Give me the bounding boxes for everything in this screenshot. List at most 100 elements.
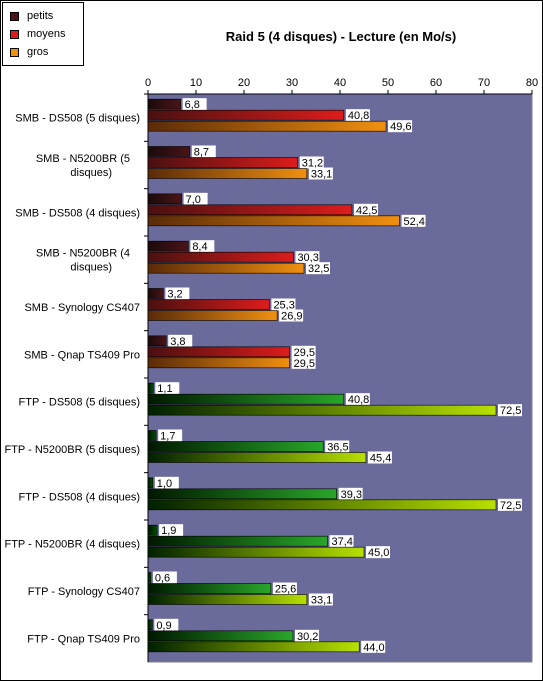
data-label-gros: 45,4 xyxy=(370,453,391,465)
legend-label-gros: gros xyxy=(27,46,49,58)
category-label: FTP - DS508 (5 disques) xyxy=(19,397,140,409)
data-label-bg xyxy=(308,593,333,606)
data-label-moyens: 40,8 xyxy=(348,110,369,122)
category-label: FTP - Synology CS407 xyxy=(28,586,140,598)
data-label-moyens: 29,5 xyxy=(294,347,315,359)
data-label-petits: 0,6 xyxy=(155,573,170,585)
category-label: SMB - DS508 (4 disques) xyxy=(15,207,140,219)
data-label-gros: 45,0 xyxy=(368,547,389,559)
data-label-bg xyxy=(191,145,216,158)
data-label-bg xyxy=(182,98,207,111)
data-label-bg xyxy=(279,309,304,322)
data-label-bg xyxy=(154,618,179,631)
bar-petits xyxy=(147,382,154,394)
legend-label-petits: petits xyxy=(27,10,54,22)
bar-moyens xyxy=(147,346,290,358)
data-label-petits: 0,9 xyxy=(156,620,171,632)
bar-petits xyxy=(147,477,154,489)
category-label: FTP - N5200BR (5 disques) xyxy=(4,444,140,456)
data-label-moyens: 25,6 xyxy=(275,584,296,596)
bar-gros xyxy=(147,357,290,369)
data-label-petits: 8,4 xyxy=(192,241,207,253)
bar-moyens xyxy=(147,583,272,594)
data-label-bg xyxy=(345,109,370,122)
data-label-bg xyxy=(401,214,426,227)
bar-gros xyxy=(147,499,497,511)
data-label-moyens: 30,2 xyxy=(297,631,318,643)
data-label-gros: 72,5 xyxy=(500,500,521,512)
data-label-moyens: 36,5 xyxy=(327,442,348,454)
data-label-bg xyxy=(154,476,179,489)
x-tick-label: 30 xyxy=(286,77,298,89)
category-label: SMB - N5200BR (5 disques) xyxy=(36,153,130,179)
bar-moyens xyxy=(147,204,353,216)
bar-gros xyxy=(147,120,387,132)
bar-gros xyxy=(147,404,497,416)
bar-petits xyxy=(147,98,181,110)
bar-gros xyxy=(147,168,308,179)
data-label-gros: 49,6 xyxy=(390,121,411,133)
legend: petits moyens gros xyxy=(2,2,84,66)
bar-moyens xyxy=(147,393,345,405)
data-label-bg xyxy=(165,287,190,300)
data-label-bg xyxy=(299,156,324,169)
bar-moyens xyxy=(147,488,337,500)
bar-gros xyxy=(147,594,308,605)
legend-item-gros: gros xyxy=(10,43,48,61)
x-tick-label: 0 xyxy=(145,77,151,89)
data-label-bg xyxy=(159,524,184,537)
bar-petits xyxy=(147,193,182,205)
data-label-moyens: 39,3 xyxy=(341,489,362,501)
x-tick-label: 80 xyxy=(526,77,538,89)
bar-gros xyxy=(147,546,365,558)
x-tick-label: 20 xyxy=(238,77,250,89)
data-label-petits: 1,9 xyxy=(161,525,176,537)
data-label-bg xyxy=(271,298,296,311)
data-label-bg xyxy=(295,251,320,264)
data-label-bg xyxy=(272,582,297,595)
bar-petits xyxy=(147,240,189,252)
data-label-petits: 1,7 xyxy=(160,431,175,443)
data-label-bg xyxy=(354,203,378,216)
data-label-gros: 52,4 xyxy=(404,216,425,228)
bar-gros xyxy=(147,310,278,321)
data-label-bg xyxy=(158,429,183,442)
bar-moyens xyxy=(147,109,345,121)
x-tick-label: 40 xyxy=(334,77,346,89)
data-label-bg xyxy=(345,393,370,406)
data-label-gros: 32,5 xyxy=(308,263,329,275)
data-label-petits: 8,7 xyxy=(194,147,209,159)
data-label-moyens: 40,8 xyxy=(348,394,369,406)
data-label-bg xyxy=(498,404,522,417)
data-label-bg xyxy=(308,167,333,180)
category-label: SMB - DS508 (5 disques) xyxy=(15,113,140,125)
data-label-gros: 26,9 xyxy=(281,311,302,323)
data-label-bg xyxy=(329,535,354,548)
data-label-moyens: 25,3 xyxy=(273,300,294,312)
data-label-moyens: 30,3 xyxy=(297,252,318,264)
bar-petits xyxy=(147,146,191,157)
bar-petits xyxy=(147,335,167,347)
bar-petits xyxy=(147,619,153,631)
legend-label-moyens: moyens xyxy=(27,28,66,40)
bar-gros xyxy=(147,641,360,653)
data-label-bg xyxy=(361,640,386,653)
data-label-bg xyxy=(294,629,319,642)
chart-title: Raid 5 (4 disques) - Lecture (en Mo/s) xyxy=(225,29,457,44)
bar-petits xyxy=(147,524,158,536)
category-label: SMB - Qnap TS409 Pro xyxy=(24,349,140,361)
data-label-moyens: 31,2 xyxy=(302,158,323,170)
data-label-bg xyxy=(366,546,390,559)
bar-petits xyxy=(147,288,164,299)
legend-swatch-petits xyxy=(10,11,19,21)
bar-moyens xyxy=(147,441,324,452)
category-label: SMB - Synology CS407 xyxy=(24,302,140,314)
data-label-petits: 1,0 xyxy=(157,478,172,490)
data-label-bg xyxy=(306,262,330,275)
data-label-bg xyxy=(388,120,413,133)
bar-moyens xyxy=(147,251,294,263)
data-label-gros: 33,1 xyxy=(311,169,332,181)
bar-gros xyxy=(147,262,305,274)
bar-gros xyxy=(147,215,400,227)
legend-item-moyens: moyens xyxy=(10,25,66,43)
